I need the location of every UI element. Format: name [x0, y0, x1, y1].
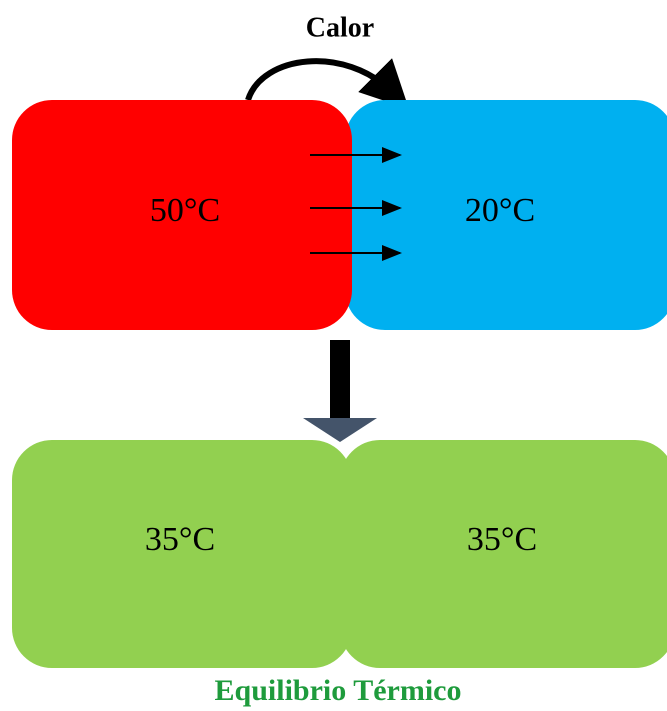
hot-temp: 50°C	[150, 192, 220, 229]
right-temp: 35°C	[467, 521, 537, 558]
down-arrow-head	[303, 418, 377, 442]
cold-box	[345, 100, 667, 330]
left-temp: 35°C	[145, 521, 215, 558]
right-box	[340, 440, 667, 668]
down-arrow-shaft	[330, 340, 350, 418]
hot-box	[12, 100, 352, 330]
cold-temp: 20°C	[465, 192, 535, 229]
heat-curve-arrow	[245, 58, 409, 109]
caption: Equilibrio Térmico	[215, 674, 462, 707]
left-box	[12, 440, 352, 668]
heat-label: Calor	[306, 12, 374, 43]
